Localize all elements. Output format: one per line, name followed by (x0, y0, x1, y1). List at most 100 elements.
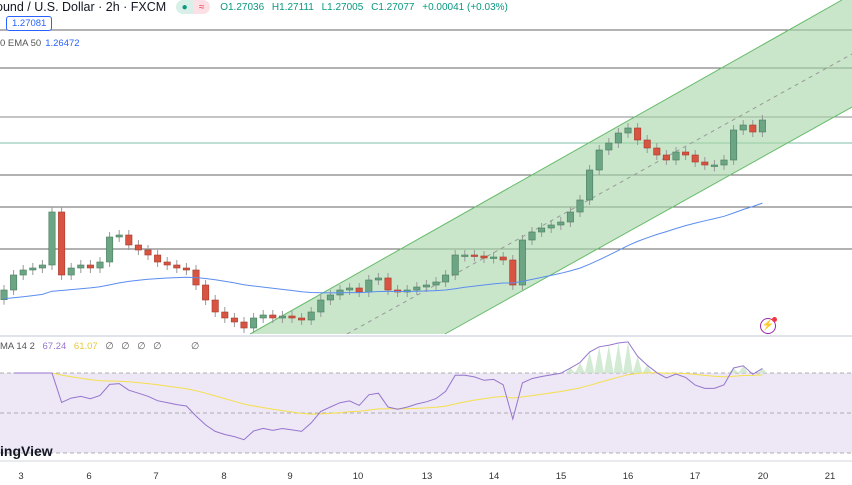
time-tick-label: 16 (622, 471, 634, 482)
candle-body[interactable] (653, 147, 661, 156)
candle-body[interactable] (384, 277, 392, 291)
candle-body[interactable] (154, 254, 162, 263)
time-tick-label: 7 (153, 471, 159, 482)
candle-body[interactable] (163, 261, 171, 266)
candle-body[interactable] (106, 236, 114, 263)
candle-body[interactable] (662, 154, 670, 161)
channel-lower-line[interactable] (444, 106, 852, 335)
ema-label: 0 EMA 50 (0, 38, 42, 49)
candle-body[interactable] (346, 287, 354, 291)
candle-body[interactable] (710, 164, 718, 167)
ema-legend[interactable]: 0 EMA 50 1.26472 (0, 38, 80, 49)
candle-body[interactable] (509, 259, 517, 286)
candle-body[interactable] (230, 317, 238, 323)
null-value: ∅ (153, 341, 162, 352)
candle-body[interactable] (470, 254, 478, 257)
lightning-icon[interactable]: ⚡ (760, 317, 777, 334)
time-tick-label: 20 (757, 471, 769, 482)
candle-body[interactable] (326, 294, 334, 301)
candle-body[interactable] (144, 249, 152, 256)
candle-body[interactable] (528, 231, 536, 241)
candle-body[interactable] (643, 139, 651, 149)
candle-body[interactable] (451, 254, 459, 276)
candle-body[interactable] (547, 224, 555, 229)
candle-body[interactable] (29, 267, 37, 271)
chart-header: ound / U.S. Dollar · 2h · FXCM ● ≈ O1.27… (0, 0, 513, 14)
candle-body[interactable] (758, 119, 766, 133)
candle-body[interactable] (221, 311, 229, 319)
time-tick-label: 21 (824, 471, 836, 482)
candle-body[interactable] (77, 264, 85, 269)
candle-body[interactable] (307, 311, 315, 321)
candle-body[interactable] (38, 264, 46, 269)
candle-body[interactable] (96, 261, 104, 269)
candle-body[interactable] (634, 127, 642, 141)
candle-body[interactable] (413, 286, 421, 291)
candle-body[interactable] (365, 279, 373, 293)
symbol-title[interactable]: ound / U.S. Dollar · 2h · FXCM (0, 0, 167, 14)
rsi-legend[interactable]: MA 14 2 67.24 61.07 ∅ ∅ ∅ ∅ ∅ (0, 341, 204, 352)
rsi-value: 67.24 (42, 341, 67, 352)
candle-body[interactable] (355, 287, 363, 293)
candle-body[interactable] (432, 281, 440, 286)
candle-body[interactable] (317, 299, 325, 313)
candle-body[interactable] (576, 199, 584, 213)
candle-body[interactable] (173, 264, 181, 269)
time-tick-label: 3 (18, 471, 24, 482)
candle-body[interactable] (19, 269, 27, 276)
candle-body[interactable] (624, 127, 632, 134)
candle-body[interactable] (682, 151, 690, 156)
candle-body[interactable] (86, 264, 94, 269)
channel-fill (250, 0, 852, 334)
candle-body[interactable] (691, 154, 699, 163)
candle-body[interactable] (557, 221, 565, 226)
candle-body[interactable] (0, 289, 8, 301)
candle-body[interactable] (538, 227, 546, 233)
candle-body[interactable] (134, 244, 142, 251)
candle-body[interactable] (566, 211, 574, 223)
candle-body[interactable] (10, 274, 18, 291)
candle-body[interactable] (115, 234, 123, 238)
candle-body[interactable] (586, 169, 594, 201)
candle-body[interactable] (749, 124, 757, 133)
candle-body[interactable] (48, 211, 56, 266)
candle-body[interactable] (240, 321, 248, 329)
candle-body[interactable] (442, 274, 450, 283)
candle-body[interactable] (125, 234, 133, 246)
candle-body[interactable] (739, 124, 747, 131)
candle-body[interactable] (499, 256, 507, 261)
candle-body[interactable] (298, 317, 306, 321)
candle-body[interactable] (480, 255, 488, 259)
candle-body[interactable] (720, 159, 728, 166)
candle-body[interactable] (269, 314, 277, 319)
candle-body[interactable] (278, 315, 286, 319)
time-tick-label: 15 (555, 471, 567, 482)
candle-body[interactable] (211, 299, 219, 313)
candle-body[interactable] (288, 315, 296, 319)
candle-body[interactable] (730, 129, 738, 161)
rsi-line (13, 341, 763, 441)
channel-upper-line[interactable] (249, 0, 843, 335)
candle-body[interactable] (672, 151, 680, 161)
candle-body[interactable] (518, 239, 526, 286)
time-tick-label: 9 (287, 471, 293, 482)
price-label[interactable]: 1.27081 (6, 16, 53, 31)
candle-body[interactable] (701, 161, 709, 166)
candle-body[interactable] (614, 132, 622, 144)
status-pill[interactable]: ● ≈ (176, 0, 211, 14)
candle-body[interactable] (67, 267, 75, 276)
candle-body[interactable] (58, 211, 66, 276)
candle-body[interactable] (202, 284, 210, 301)
candle-body[interactable] (250, 317, 258, 329)
candle-body[interactable] (374, 277, 382, 281)
candle-body[interactable] (259, 314, 267, 319)
candle-body[interactable] (605, 142, 613, 151)
parallel-channel-drawing (249, 0, 852, 335)
candle-body[interactable] (595, 149, 603, 171)
candle-body[interactable] (461, 254, 469, 257)
candle-body[interactable] (422, 284, 430, 288)
candle-body[interactable] (182, 267, 190, 271)
tradingview-watermark: ingView (0, 443, 53, 459)
candle-body[interactable] (490, 256, 498, 259)
